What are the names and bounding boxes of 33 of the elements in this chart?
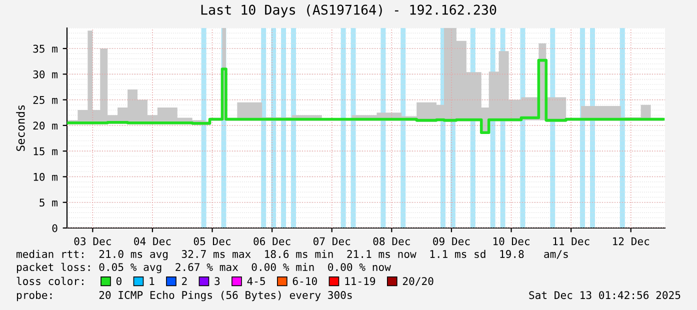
x-tick-label: 05 Dec <box>194 237 230 246</box>
legend-label: 6-10 <box>292 277 317 286</box>
text: probe: 20 ICMP Echo Pings (56 Bytes) every 300s <box>16 290 352 302</box>
legend-label: 2 <box>182 277 187 285</box>
legend-label: 11-19 <box>345 277 376 286</box>
legend-label: 1 <box>150 277 154 285</box>
x-tick-label: 10 Dec <box>493 237 530 246</box>
x-tick-label: 04 Dec <box>134 237 171 246</box>
x-tick-label: 06 Dec <box>254 237 290 246</box>
y-tick-label: 15 m <box>34 147 58 156</box>
x-tick-label: 11 Dec <box>553 237 590 246</box>
text: median rtt: 21.0 ms avg 32.7 ms max 18.6 ms min 21.1 ms now 1.1 ms sd 19.8 am/s <box>16 250 568 260</box>
y-tick-label: 35 m <box>33 44 58 53</box>
text: Sat Dec 13 01:42:56 2025 <box>529 291 680 300</box>
y-tick-label: 25 m <box>33 96 58 104</box>
x-tick-label: 09 Dec <box>433 237 470 246</box>
y-tick-label: 0 <box>52 224 58 232</box>
legend-label: 20/20 <box>402 277 434 286</box>
x-tick-label: 12 Dec <box>613 237 650 246</box>
x-tick-label: 03 Dec <box>74 237 111 246</box>
y-tick-label: 10 m <box>34 172 58 181</box>
y-tick-label: 5 m <box>40 198 58 207</box>
x-tick-label: 08 Dec <box>373 237 410 246</box>
chart-title: Last 10 Days (AS197164) - 192.162.230 <box>201 4 496 18</box>
y-tick-label: 30 m <box>33 70 58 78</box>
legend-label: 4-5 <box>247 277 265 286</box>
text: loss color: <box>16 276 84 286</box>
y-axis-title: Seconds <box>16 105 25 151</box>
y-tick-label: 20 m <box>33 122 58 130</box>
legend-label: 3 <box>214 277 220 286</box>
legend-label: 0 <box>116 277 122 286</box>
text: packet loss: 0.05 % avg 2.67 % max 0.00 % min 0.00 % now <box>16 262 391 274</box>
x-tick-label: 07 Dec <box>313 237 350 246</box>
